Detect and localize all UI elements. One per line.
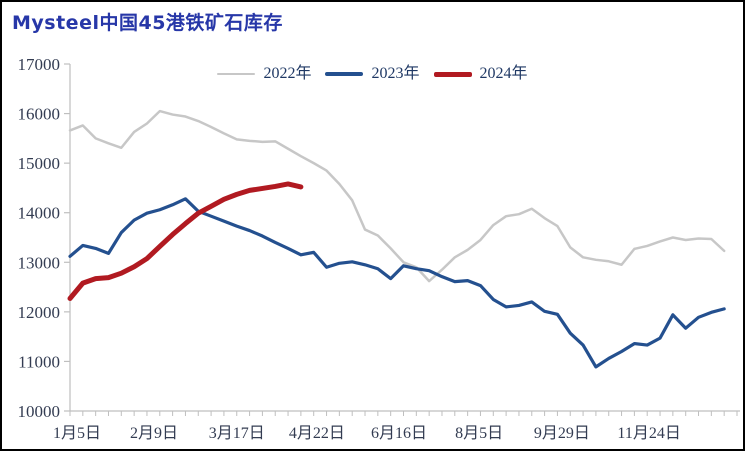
- series-line-2024: [67, 181, 304, 301]
- x-tick-label: 3月17日: [209, 425, 265, 442]
- legend-label-2023: 2023年: [371, 65, 420, 82]
- legend-label-2024: 2024年: [479, 65, 528, 82]
- legend-item-2024: 2024年: [433, 65, 528, 82]
- x-tick-label: 2月9日: [130, 425, 178, 442]
- legend-swatch-2022-line: [217, 72, 256, 76]
- y-tick-label: 13000: [18, 253, 61, 272]
- x-tick-label: 9月29日: [534, 425, 590, 442]
- x-tick-label: 11月24日: [617, 425, 680, 442]
- series-line-2023: [68, 197, 726, 369]
- chart-title: Mysteel中国45港铁矿石库存: [12, 12, 283, 34]
- legend-swatch-2024-line: [433, 71, 472, 77]
- x-tick-label: 6月16日: [371, 425, 427, 442]
- legend-label-2022: 2022年: [263, 65, 312, 82]
- legend-item-2022: 2022年: [217, 66, 311, 82]
- x-tick-label: 1月5日: [53, 425, 101, 442]
- series-line-2022: [68, 109, 726, 283]
- y-tick-label: 11000: [18, 352, 60, 371]
- chart-legend: 2022年 2023年 2024年: [2, 66, 743, 82]
- y-tick-label: 17000: [18, 55, 61, 74]
- y-tick-label: 15000: [18, 154, 61, 173]
- y-tick-label: 14000: [18, 204, 61, 223]
- x-tick-label: 4月22日: [289, 425, 345, 442]
- y-tick-label: 16000: [18, 105, 61, 124]
- legend-item-2023: 2023年: [325, 65, 420, 82]
- x-tick-label: 8月5日: [455, 425, 503, 442]
- legend-swatch-2023-line: [325, 72, 364, 76]
- y-tick-label: 10000: [18, 402, 61, 421]
- y-tick-label: 12000: [18, 303, 61, 322]
